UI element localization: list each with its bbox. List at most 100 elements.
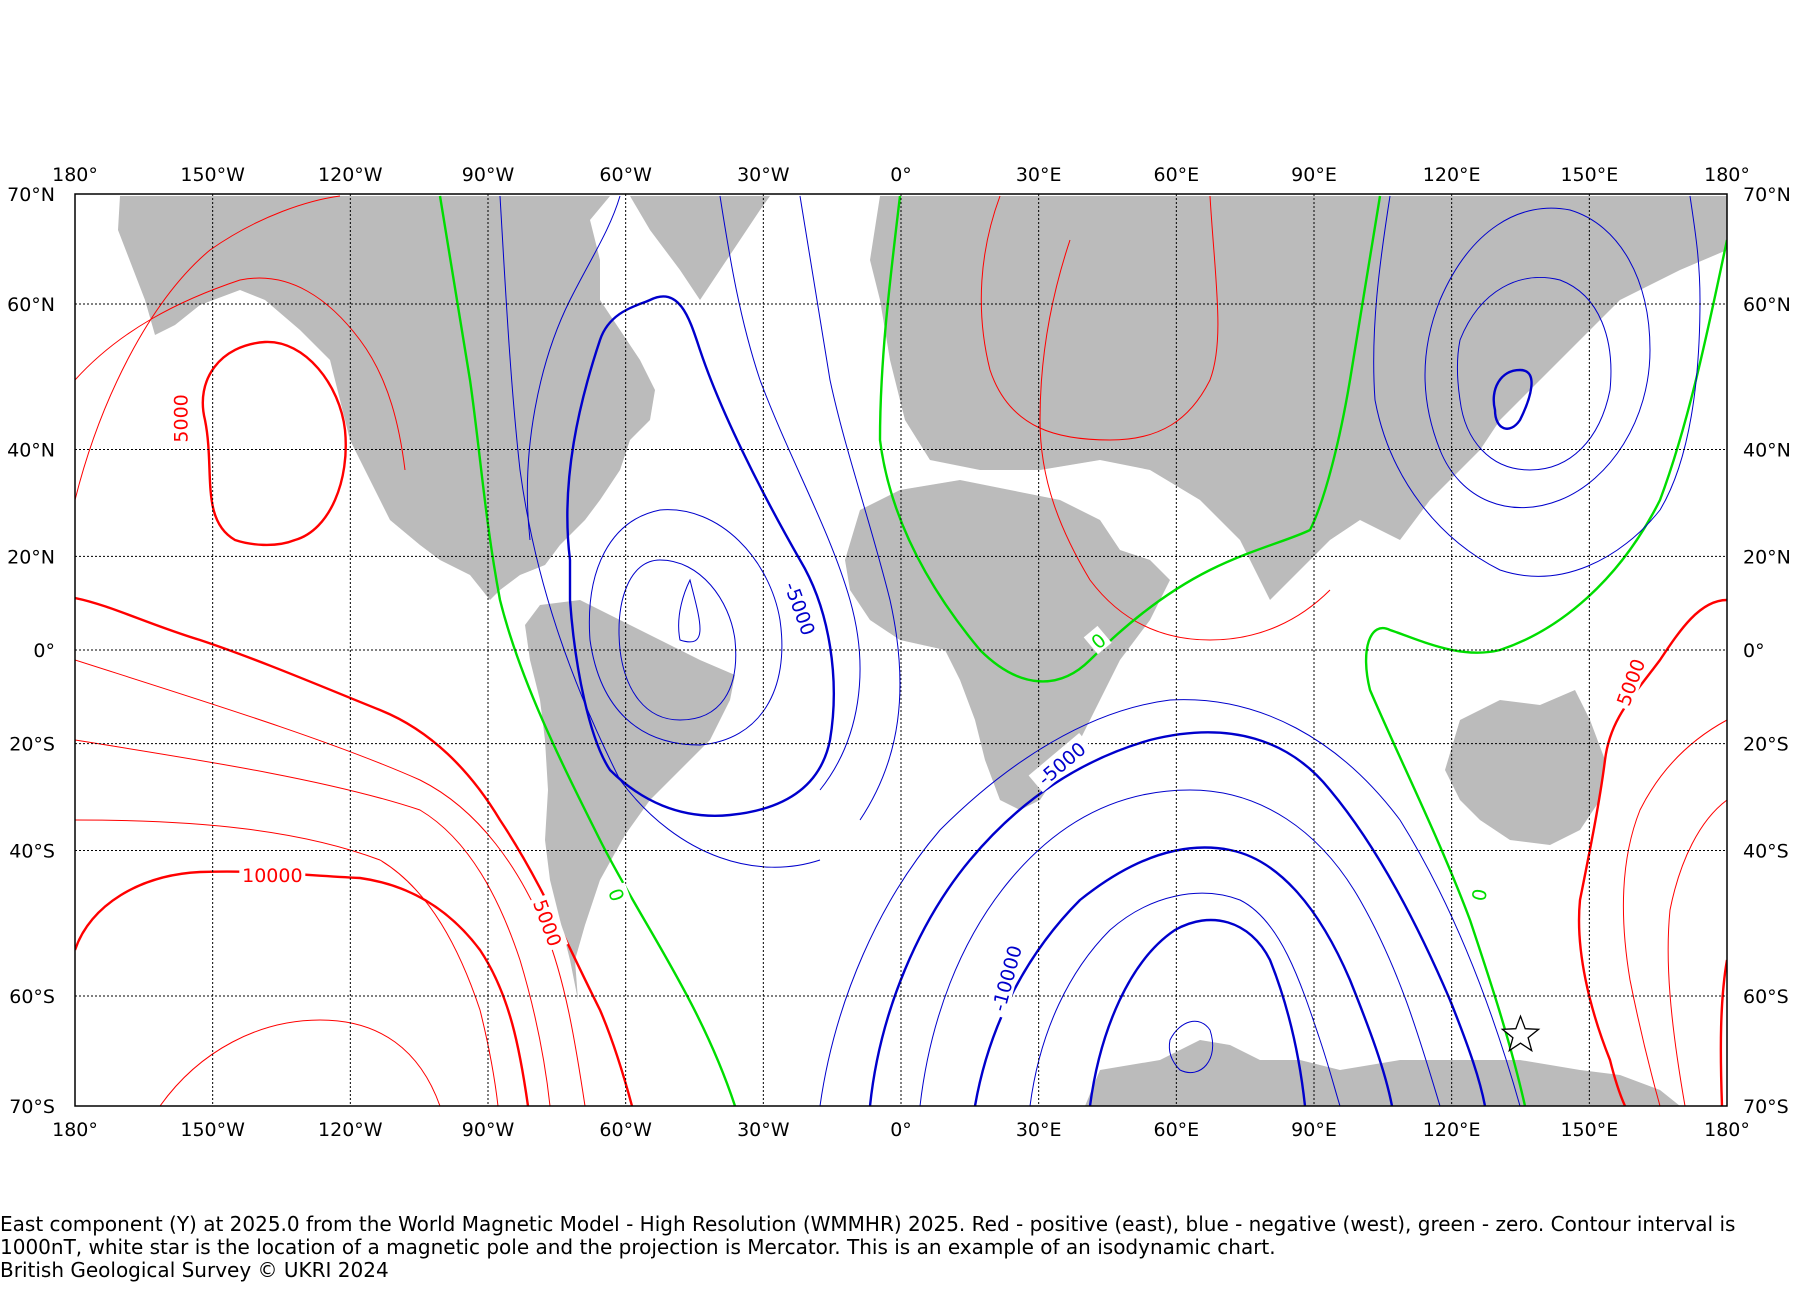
contour-negative xyxy=(678,578,701,643)
contour-label: 0 xyxy=(603,882,631,907)
longitude-tick-label: 0° xyxy=(890,1119,912,1141)
graticule-grid xyxy=(75,194,1727,1106)
south-america-land xyxy=(525,600,735,1000)
antarctica-land xyxy=(1085,1040,1680,1106)
contour-label: 5000 xyxy=(1610,652,1650,711)
latitude-tick-label: 70°S xyxy=(9,1096,55,1118)
latitude-labels-right: 70°N 60°N 40°N 20°N 0° 20°S 40°S 60°S 70°S xyxy=(1743,184,1791,1118)
longitude-tick-label: 60°E xyxy=(1153,164,1199,186)
contour-positive xyxy=(1719,959,1727,1106)
latitude-tick-label: 40°N xyxy=(7,440,55,462)
contour-positive xyxy=(1577,598,1727,1106)
longitude-tick-label: 60°E xyxy=(1153,1119,1199,1141)
longitude-tick-label: 30°W xyxy=(737,1119,790,1141)
longitude-tick-label: 90°W xyxy=(462,1119,515,1141)
latitude-tick-label: 40°S xyxy=(1743,840,1789,862)
contour-negative xyxy=(1492,368,1533,430)
longitude-tick-label: 120°W xyxy=(318,164,383,186)
contour-negative xyxy=(588,509,783,746)
contour-negative xyxy=(868,731,1487,1106)
contour-label-background xyxy=(1610,652,1650,711)
contour-negative xyxy=(1088,918,1307,1106)
latitude-tick-label: 60°N xyxy=(7,294,55,316)
caption-copyright: British Geological Survey © UKRI 2024 xyxy=(0,1258,389,1282)
contour-positive xyxy=(75,277,406,471)
land-masses xyxy=(118,196,1727,1106)
contour-negative xyxy=(819,699,1521,1106)
longitude-tick-label: 150°E xyxy=(1560,164,1618,186)
longitude-tick-label: 180° xyxy=(1704,1119,1750,1141)
eurasia-land xyxy=(870,196,1727,600)
map-frame xyxy=(74,193,1728,1107)
longitude-tick-label: 120°E xyxy=(1423,164,1481,186)
greenland-land xyxy=(630,196,770,300)
longitude-tick-label: 30°E xyxy=(1016,164,1062,186)
contour-positive xyxy=(75,739,551,1106)
contour-negative xyxy=(1456,277,1612,471)
contour-positive xyxy=(1622,719,1727,1106)
contour-negative xyxy=(1424,207,1651,509)
contour-negative xyxy=(799,195,901,821)
contour-label-text: 10000 xyxy=(242,865,302,887)
figure-caption: East component (Y) at 2025.0 from the Wo… xyxy=(0,1213,1790,1282)
contour-positive xyxy=(75,195,341,501)
longitude-tick-label: 60°W xyxy=(599,1119,652,1141)
contour-negative xyxy=(526,195,621,541)
longitude-tick-label: 150°W xyxy=(180,1119,245,1141)
longitude-tick-label: 60°W xyxy=(599,164,652,186)
north-america-land xyxy=(118,196,655,600)
latitude-tick-label: 20°S xyxy=(9,734,55,756)
contour-negative xyxy=(973,846,1394,1106)
latitude-tick-label: 60°S xyxy=(1743,986,1789,1008)
contour-negative xyxy=(499,195,821,868)
contour-label-background xyxy=(1465,883,1491,906)
longitude-tick-label: 90°E xyxy=(1291,164,1337,186)
latitude-tick-label: 40°N xyxy=(1743,440,1791,462)
contour-positive xyxy=(75,659,586,1106)
contour-zero xyxy=(438,195,737,1106)
contour-label-text: 5000 xyxy=(171,394,193,442)
magnetic-pole-star-icon xyxy=(1500,1014,1541,1053)
contour-positive xyxy=(201,340,347,547)
longitude-tick-label: 180° xyxy=(52,164,98,186)
longitude-tick-label: 180° xyxy=(52,1119,98,1141)
latitude-tick-label: 0° xyxy=(33,640,55,662)
longitude-tick-label: 0° xyxy=(890,164,912,186)
longitude-labels-bottom: 180° 150°W 120°W 90°W 60°W 30°W 0° 30°E 60°E 90°E… xyxy=(52,1119,1750,1141)
latitude-tick-label: 60°N xyxy=(1743,294,1791,316)
contour-negative xyxy=(1373,195,1701,577)
latitude-tick-label: 70°S xyxy=(1743,1096,1789,1118)
contour-label: 0 xyxy=(1083,625,1112,655)
contour-zero xyxy=(878,195,1382,683)
longitude-tick-label: 120°E xyxy=(1423,1119,1481,1141)
isodynamic-chart: 180° 150°W 120°W 90°W 60°W 30°W 0° 30°E 60°E 90°E… xyxy=(7,164,1791,1141)
contour-label-background xyxy=(984,937,1027,1019)
latitude-tick-label: 60°S xyxy=(9,986,55,1008)
contour-negative xyxy=(919,789,1441,1106)
latitude-tick-label: 20°N xyxy=(7,546,55,568)
contour-negative xyxy=(719,195,861,791)
longitude-tick-label: 150°W xyxy=(180,164,245,186)
magnetic-pole-star xyxy=(1500,1014,1541,1053)
contour-label-background xyxy=(779,573,823,643)
latitude-tick-label: 0° xyxy=(1743,640,1765,662)
contour-negative xyxy=(618,559,737,721)
contour-negative xyxy=(566,295,835,817)
contour-label: -5000 xyxy=(779,573,823,643)
contour-label: 10000 xyxy=(239,863,306,887)
contour-label-background xyxy=(529,893,569,952)
contour-negative xyxy=(1168,1020,1214,1074)
contour-label: 5000 xyxy=(168,391,193,446)
contour-positive xyxy=(75,819,499,1106)
contour-positive xyxy=(75,870,530,1106)
contour-label-background xyxy=(1028,733,1094,793)
contour-label-background xyxy=(604,882,631,907)
longitude-tick-label: 90°W xyxy=(462,164,515,186)
latitude-tick-label: 70°N xyxy=(7,184,55,206)
contour-label-background xyxy=(1083,625,1112,655)
latitude-tick-label: 70°N xyxy=(1743,184,1791,206)
contour-positive xyxy=(75,596,634,1106)
latitude-tick-label: 20°S xyxy=(1743,734,1789,756)
contour-zero xyxy=(1364,239,1727,1106)
longitude-tick-label: 180° xyxy=(1704,164,1750,186)
